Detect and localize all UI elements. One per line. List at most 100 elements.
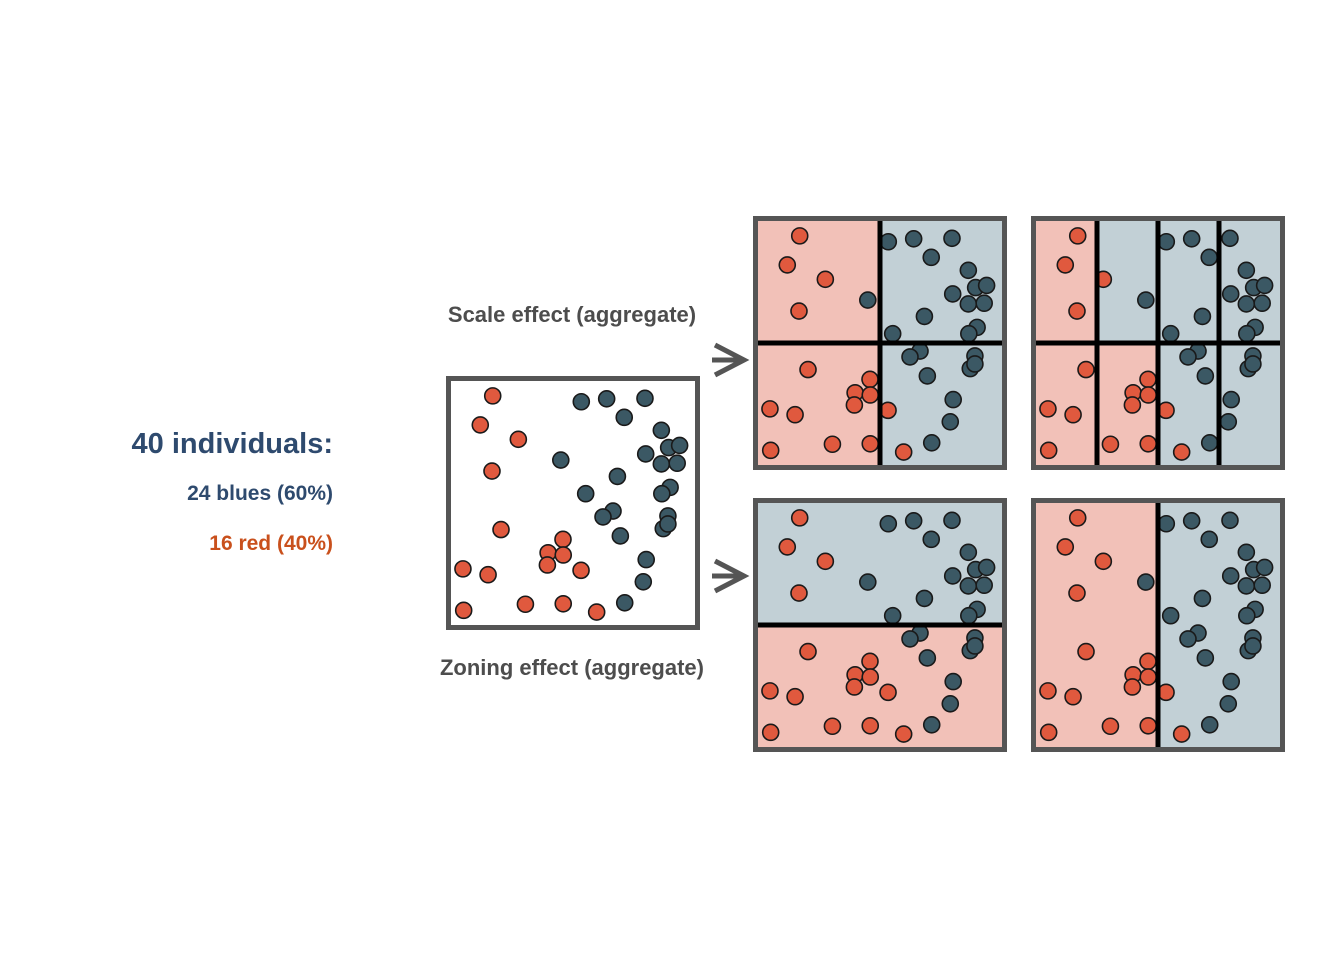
blue-individual-dot (1222, 672, 1240, 691)
red-individual-dot (799, 360, 817, 379)
red-individual-dot (1139, 386, 1158, 404)
red-individual-dot (554, 546, 573, 564)
map-frame (753, 498, 1007, 752)
zone-red (1036, 221, 1097, 343)
red-individual-dot (454, 560, 472, 578)
blue-individual-dot (1182, 512, 1201, 530)
red-individual-dot (1139, 652, 1157, 671)
blue-individual-dot (879, 232, 898, 251)
red-individual-dot (816, 270, 835, 289)
blue-individual-dot (1221, 285, 1240, 303)
red-individual-dot (861, 668, 880, 686)
red-individual-dot (861, 370, 879, 389)
red-individual-dot (1123, 678, 1142, 696)
red-individual-dot (823, 717, 842, 736)
blue-individual-dot (858, 573, 877, 591)
red-individual-dot (1139, 716, 1158, 735)
red-individual-dot (894, 725, 913, 743)
red-individual-dot (1077, 360, 1095, 379)
map-background (451, 381, 695, 625)
red-individual-dot (861, 652, 879, 671)
arrow-right-icon (712, 558, 750, 594)
red-individual-dot (761, 441, 780, 460)
zone-red (1036, 503, 1158, 747)
blue-individual-dot (943, 567, 962, 585)
blue-individual-dot (941, 413, 960, 431)
map-frame (753, 216, 1007, 470)
red-individual-dot (845, 678, 864, 696)
zone-red (758, 625, 1002, 747)
blue-individual-dot (959, 543, 978, 562)
red-individual-dot (1139, 668, 1158, 686)
blue-individual-dot (659, 515, 677, 533)
legend-blues: 24 blues (60%) (187, 482, 333, 505)
red-individual-dot (492, 520, 510, 539)
blue-individual-dot (594, 508, 612, 526)
blue-individual-dot (636, 389, 654, 408)
blue-individual-dot (918, 367, 937, 385)
legend-reds: 16 red (40%) (209, 532, 333, 555)
red-individual-dot (516, 595, 535, 614)
blue-individual-dot (1193, 307, 1212, 326)
zone-blue (1158, 503, 1280, 747)
blue-individual-dot (922, 248, 941, 267)
red-individual-dot (1039, 441, 1058, 460)
blue-individual-dot (1200, 715, 1219, 734)
blue-individual-dot (1255, 558, 1274, 577)
blue-individual-dot (1193, 589, 1212, 608)
blue-individual-dot (1200, 248, 1219, 267)
blue-individual-dot (1137, 291, 1155, 309)
blue-individual-dot (975, 576, 993, 595)
blue-individual-dot (904, 230, 923, 248)
blue-individual-dot (615, 593, 634, 612)
blue-individual-dot (943, 511, 961, 530)
blue-individual-dot (1244, 355, 1262, 373)
blue-individual-dot (1157, 514, 1176, 533)
map-frame (446, 376, 700, 630)
blue-individual-dot (943, 229, 961, 248)
blue-individual-dot (653, 484, 671, 503)
blue-individual-dot (1238, 324, 1256, 343)
blue-individual-dot (1238, 606, 1256, 625)
blue-individual-dot (1137, 573, 1155, 591)
red-individual-dot (454, 601, 473, 620)
red-individual-dot (1101, 717, 1120, 736)
caption-zoning-effect: Zoning effect (aggregate) (439, 655, 704, 680)
red-individual-dot (1056, 256, 1075, 274)
blue-individual-dot (1157, 232, 1176, 251)
red-individual-dot (1039, 723, 1058, 742)
red-individual-dot (1139, 370, 1157, 389)
blue-individual-dot (652, 455, 671, 473)
red-individual-dot (1068, 509, 1087, 527)
red-individual-dot (879, 683, 897, 702)
red-individual-dot (1068, 227, 1087, 245)
blue-individual-dot (960, 606, 978, 625)
red-individual-dot (1123, 396, 1142, 414)
blue-individual-dot (922, 530, 941, 549)
blue-individual-dot (879, 514, 898, 533)
blue-individual-dot (668, 454, 686, 473)
red-individual-dot (1039, 682, 1057, 700)
original-map (446, 376, 700, 630)
blue-individual-dot (922, 715, 941, 734)
blue-individual-dot (1237, 261, 1256, 280)
blue-individual-dot (1221, 229, 1239, 248)
map-frame (1031, 498, 1285, 752)
blue-individual-dot (944, 672, 963, 691)
blue-individual-dot (1222, 390, 1240, 409)
red-individual-dot (483, 387, 502, 405)
blue-individual-dot (901, 348, 919, 366)
red-individual-dot (786, 687, 804, 706)
red-individual-dot (799, 642, 817, 661)
blue-individual-dot (1221, 567, 1240, 585)
blue-individual-dot (1161, 324, 1180, 343)
blue-individual-dot (1237, 543, 1256, 562)
blue-individual-dot (1200, 530, 1219, 549)
blue-individual-dot (944, 390, 963, 409)
blue-individual-dot (915, 589, 934, 608)
blue-individual-dot (959, 577, 978, 595)
blue-individual-dot (959, 261, 978, 280)
blue-individual-dot (1255, 276, 1274, 295)
red-individual-dot (538, 556, 557, 574)
red-individual-dot (471, 416, 490, 434)
